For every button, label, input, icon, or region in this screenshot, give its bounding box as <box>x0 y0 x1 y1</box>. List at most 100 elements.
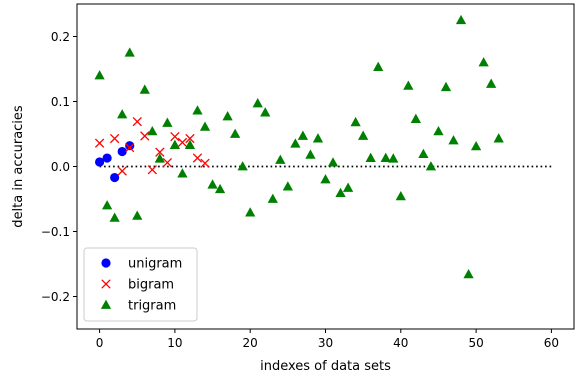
legend-marker-unigram <box>101 258 111 268</box>
data-point-trigram <box>312 133 324 143</box>
data-point-bigram <box>192 153 203 163</box>
data-point-trigram <box>388 153 399 163</box>
data-point-trigram <box>139 84 150 94</box>
data-point-trigram <box>199 121 211 131</box>
y-axis-label: delta in accuracies <box>11 105 26 228</box>
data-point-trigram <box>214 183 226 194</box>
x-tick-label: 30 <box>318 336 333 350</box>
data-point-bigram <box>177 137 188 148</box>
x-axis-label: indexes of data sets <box>260 359 391 374</box>
data-point-bigram <box>125 142 135 153</box>
data-point-trigram <box>101 200 113 210</box>
data-point-trigram <box>486 78 497 88</box>
data-point-trigram <box>493 133 504 143</box>
data-point-unigram <box>94 157 105 167</box>
data-point-bigram <box>162 157 173 168</box>
data-point-trigram <box>275 154 286 164</box>
x-marker-stroke <box>177 137 188 148</box>
data-point-unigram <box>102 153 112 163</box>
data-point-trigram <box>267 193 278 203</box>
data-point-trigram <box>478 57 489 67</box>
data-point-bigram <box>170 131 180 142</box>
data-point-trigram <box>470 140 482 151</box>
x-marker-stroke <box>170 131 180 142</box>
data-point-bigram <box>185 133 195 144</box>
data-point-trigram <box>395 191 406 201</box>
data-point-unigram <box>110 172 120 183</box>
x-marker-stroke <box>101 279 111 289</box>
data-point-trigram <box>433 126 444 136</box>
x-tick-label: 50 <box>468 336 483 350</box>
data-point-trigram <box>350 116 361 127</box>
data-point-trigram <box>169 139 181 149</box>
x-marker-stroke <box>132 116 142 127</box>
data-point-trigram <box>335 187 346 198</box>
data-point-trigram <box>109 212 120 222</box>
data-point-trigram <box>132 210 143 220</box>
data-point-trigram <box>365 152 376 162</box>
data-point-trigram <box>260 107 271 117</box>
data-point-trigram <box>237 161 248 171</box>
data-point-trigram <box>282 181 293 191</box>
data-point-trigram <box>320 174 331 184</box>
data-point-trigram <box>418 148 429 159</box>
data-point-trigram <box>154 153 165 163</box>
data-point-trigram <box>455 14 467 25</box>
data-point-trigram <box>290 138 301 148</box>
x-marker-stroke <box>147 165 157 175</box>
data-point-unigram <box>125 141 135 151</box>
data-point-trigram <box>342 182 354 192</box>
legend-marker-bigram <box>101 279 111 289</box>
data-point-trigram <box>207 179 218 189</box>
data-point-trigram <box>184 139 196 149</box>
x-tick-label: 20 <box>243 336 258 350</box>
data-point-trigram <box>177 168 188 178</box>
legend-label-bigram: bigram <box>128 278 174 293</box>
data-point-trigram <box>380 152 391 162</box>
data-point-trigram <box>305 149 316 159</box>
data-point-bigram <box>155 147 165 157</box>
data-point-trigram <box>192 105 203 115</box>
x-marker-stroke <box>117 166 127 176</box>
data-point-trigram <box>448 135 459 145</box>
data-point-trigram <box>230 128 241 138</box>
data-point-trigram <box>162 117 173 127</box>
data-point-bigram <box>132 116 142 127</box>
data-point-trigram <box>373 61 384 71</box>
x-marker-stroke <box>94 138 105 148</box>
legend-label-unigram: unigram <box>128 257 182 272</box>
x-marker-stroke <box>155 147 165 157</box>
data-point-trigram <box>124 47 135 57</box>
data-point-bigram <box>200 158 210 168</box>
data-point-trigram <box>327 157 339 167</box>
x-tick-label: 0 <box>96 336 104 350</box>
data-point-bigram <box>109 133 120 144</box>
data-point-trigram <box>440 81 452 92</box>
axis-ticks: 0 10 20 30 40 50 60 −0.2 −0.1 0.0 0.1 0.2 <box>41 30 559 350</box>
x-marker-stroke <box>200 158 210 168</box>
data-point-bigram <box>147 165 157 175</box>
data-point-bigram <box>140 131 150 141</box>
x-tick-label: 60 <box>544 336 559 350</box>
x-marker-stroke <box>185 133 195 144</box>
x-marker-stroke <box>192 153 203 163</box>
data-point-unigram <box>117 146 127 157</box>
legend: unigram bigram trigram <box>83 247 198 322</box>
data-point-trigram <box>147 126 158 136</box>
x-tick-label: 40 <box>393 336 408 350</box>
data-point-trigram <box>358 130 369 140</box>
x-marker-stroke <box>162 157 173 168</box>
x-marker-stroke <box>140 131 150 141</box>
data-point-trigram <box>94 70 105 80</box>
y-tick-label: −0.1 <box>41 225 70 239</box>
y-tick-label: 0.2 <box>51 30 70 44</box>
x-marker-stroke <box>125 142 135 153</box>
data-point-bigram <box>94 138 105 148</box>
data-point-trigram <box>252 98 263 108</box>
legend-marker-trigram <box>100 299 112 309</box>
data-point-bigram <box>117 166 127 176</box>
legend-box <box>83 247 198 322</box>
data-point-trigram <box>117 109 128 119</box>
data-point-trigram <box>245 207 256 217</box>
data-point-trigram <box>297 130 309 140</box>
